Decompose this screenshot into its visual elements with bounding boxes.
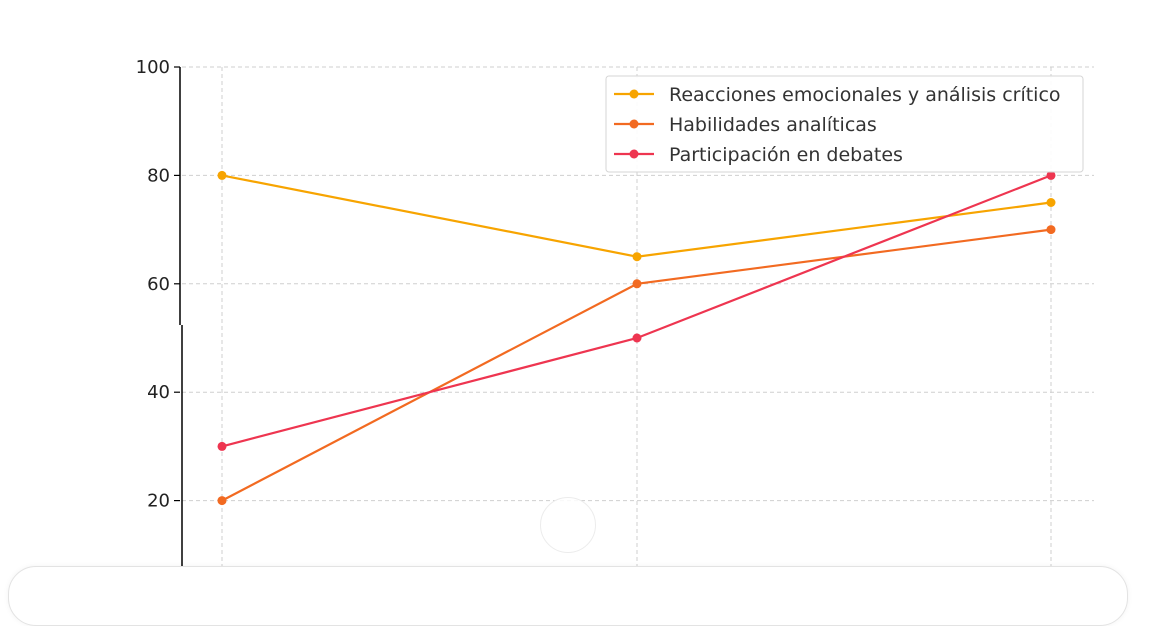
legend-swatch-marker: [630, 90, 639, 99]
y-tick-label: 40: [147, 382, 170, 403]
data-point: [633, 334, 642, 343]
legend-swatch-marker: [630, 150, 639, 159]
y-tick-labels: 20 40 60 80 100: [136, 57, 180, 512]
data-point: [633, 252, 642, 261]
y-axis: [180, 67, 182, 594]
y-tick-label: 60: [147, 274, 170, 295]
data-point: [218, 171, 227, 180]
data-point: [1047, 225, 1056, 234]
scroll-down-button[interactable]: [540, 497, 596, 553]
data-point: [1047, 198, 1056, 207]
message-composer[interactable]: [8, 566, 1128, 626]
legend-swatch-marker: [630, 120, 639, 129]
data-point: [218, 496, 227, 505]
y-tick-label: 80: [147, 165, 170, 186]
legend-label: Participación en debates: [669, 144, 903, 166]
data-point: [218, 442, 227, 451]
legend: Reacciones emocionales y análisis crític…: [606, 76, 1083, 172]
data-point: [633, 279, 642, 288]
legend-label: Habilidades analíticas: [669, 114, 877, 136]
y-tick-label: 100: [136, 57, 170, 78]
legend-label: Reacciones emocionales y análisis crític…: [669, 84, 1061, 106]
y-tick-label: 20: [147, 491, 170, 512]
